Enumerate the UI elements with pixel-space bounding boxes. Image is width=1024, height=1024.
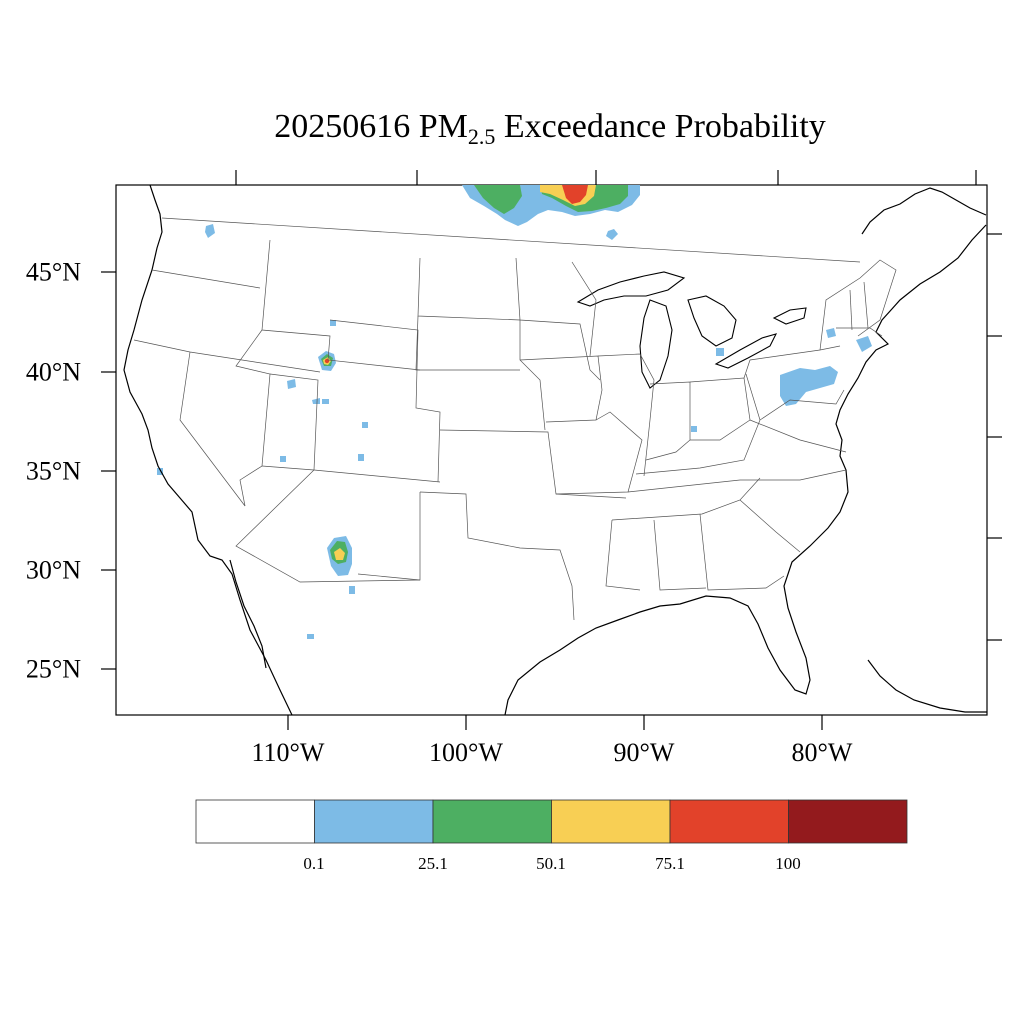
colorbar-bin: [551, 799, 671, 844]
latitude-labels: 45°N 40°N 35°N 30°N 25°N: [26, 258, 81, 684]
new-mexico-fire: [307, 536, 355, 639]
longitude-labels: 110°W 100°W 90°W 80°W: [252, 738, 853, 767]
colorbar: 0.1 25.1 50.1 75.1 100: [195, 799, 908, 873]
colorbar-label: 100: [775, 854, 801, 873]
colorbar-label: 25.1: [418, 854, 448, 873]
lon-label: 100°W: [429, 738, 503, 767]
lat-label: 25°N: [26, 655, 81, 684]
lon-label: 90°W: [614, 738, 675, 767]
map-title: 20250616 PM2.5 Exceedance Probability: [274, 108, 826, 149]
map-frame: [115, 184, 988, 716]
lat-label: 35°N: [26, 457, 81, 486]
probability-contours: [157, 185, 872, 639]
colorbar-label: 75.1: [655, 854, 685, 873]
colorbar-bin: [788, 799, 908, 844]
colorbar-bin: [314, 799, 434, 844]
lat-label: 45°N: [26, 258, 81, 287]
lat-label: 40°N: [26, 358, 81, 387]
lon-label: 80°W: [792, 738, 853, 767]
canada-smoke-plume: [462, 185, 640, 240]
colorbar-bin: [432, 799, 552, 844]
idaho-wyoming-fire: [287, 320, 336, 404]
colorbar-bin: [195, 799, 315, 844]
lat-label: 30°N: [26, 556, 81, 585]
colorbar-label: 0.1: [303, 854, 324, 873]
axis-ticks: [101, 170, 1002, 730]
coastlines: [123, 185, 987, 715]
western-small-patches: [157, 224, 368, 475]
state-boundaries: [133, 217, 897, 621]
lon-label: 110°W: [252, 738, 325, 767]
northeast-patches: [691, 328, 872, 432]
colorbar-label: 50.1: [536, 854, 566, 873]
colorbar-bin: [669, 799, 789, 844]
